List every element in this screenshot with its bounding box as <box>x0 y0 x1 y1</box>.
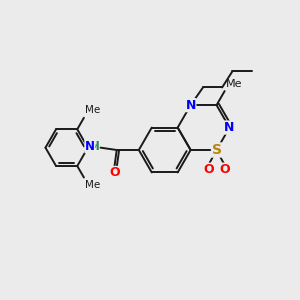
Text: N: N <box>85 140 95 153</box>
Text: Me: Me <box>85 106 100 116</box>
Text: Me: Me <box>85 180 100 190</box>
Text: N: N <box>224 121 235 134</box>
Text: O: O <box>203 163 214 176</box>
Text: S: S <box>212 143 221 157</box>
Text: N: N <box>185 99 196 112</box>
Text: Me: Me <box>226 79 243 89</box>
Text: H: H <box>90 140 100 153</box>
Text: O: O <box>109 167 120 179</box>
Text: O: O <box>220 163 230 176</box>
